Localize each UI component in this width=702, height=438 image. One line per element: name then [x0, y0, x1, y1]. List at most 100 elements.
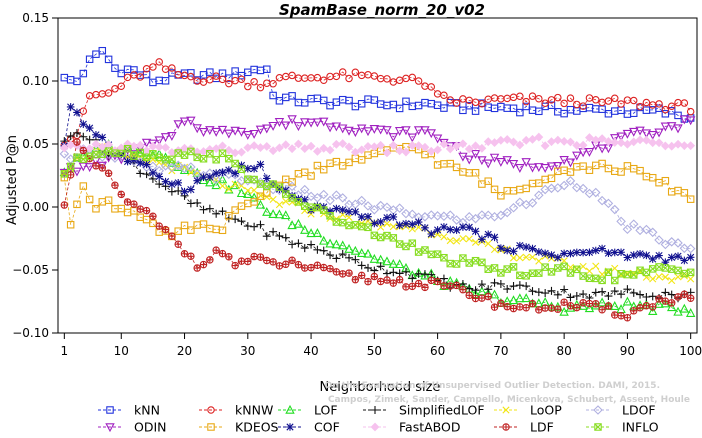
data-point-marker — [674, 252, 682, 260]
data-point-marker — [376, 262, 385, 271]
data-point-marker — [508, 202, 519, 213]
data-point-marker — [685, 308, 696, 317]
data-point-marker — [59, 143, 69, 153]
data-point-marker — [629, 251, 638, 259]
data-point-marker — [629, 271, 638, 279]
data-point-marker — [394, 127, 405, 136]
data-point-marker — [655, 100, 663, 108]
data-point-marker — [161, 77, 170, 85]
data-point-marker — [617, 168, 625, 176]
data-point-marker — [452, 163, 461, 172]
data-point-marker — [167, 187, 176, 196]
data-point-marker — [516, 254, 524, 262]
data-point-marker — [654, 138, 664, 148]
data-point-marker — [661, 105, 670, 114]
data-point-marker — [168, 155, 176, 163]
data-point-marker — [535, 248, 543, 256]
data-point-marker — [237, 165, 246, 173]
data-point-marker — [244, 68, 252, 77]
data-point-marker — [452, 99, 461, 107]
legend-label: ODIN — [134, 420, 167, 435]
data-point-marker — [497, 269, 505, 277]
data-point-marker — [464, 155, 474, 165]
data-point-marker — [160, 133, 171, 143]
data-point-marker — [332, 218, 340, 226]
data-point-marker — [66, 140, 76, 150]
data-point-marker — [478, 100, 486, 108]
data-point-marker — [490, 264, 499, 272]
data-point-marker — [288, 194, 296, 202]
data-point-marker — [616, 138, 626, 148]
data-point-marker — [282, 190, 290, 198]
data-point-marker — [667, 253, 676, 262]
data-point-marker — [231, 180, 239, 188]
data-point-marker — [611, 276, 619, 285]
data-point-marker — [547, 251, 556, 259]
data-point-marker — [255, 125, 266, 135]
data-point-marker — [666, 122, 677, 132]
data-point-marker — [332, 72, 341, 81]
data-point-marker — [617, 248, 625, 257]
data-point-marker — [579, 102, 587, 110]
data-point-marker — [560, 299, 568, 306]
data-point-marker — [369, 253, 380, 263]
data-point-marker — [351, 68, 360, 77]
data-point-marker — [497, 300, 505, 307]
data-point-marker — [655, 251, 663, 260]
legend-item-loop: LoOP — [494, 403, 562, 418]
data-point-marker — [502, 135, 512, 144]
data-point-marker — [432, 211, 443, 221]
data-point-marker — [198, 175, 209, 185]
data-point-marker — [565, 158, 576, 168]
data-point-marker — [478, 294, 486, 302]
data-point-marker — [527, 163, 538, 173]
data-point-marker — [534, 190, 544, 201]
data-point-marker — [211, 180, 221, 190]
data-point-marker — [136, 148, 144, 157]
data-point-marker — [560, 109, 568, 118]
data-point-marker — [680, 256, 689, 265]
data-point-marker — [123, 145, 132, 153]
data-point-marker — [295, 261, 302, 268]
data-point-marker — [641, 135, 651, 145]
data-point-marker — [579, 290, 588, 299]
data-point-marker — [92, 162, 100, 169]
data-point-marker — [447, 282, 454, 290]
x-tick-label: 100 — [679, 344, 702, 358]
data-point-marker — [572, 291, 581, 300]
data-point-marker — [591, 288, 600, 297]
data-point-marker — [648, 255, 657, 263]
data-point-marker — [300, 196, 309, 204]
data-point-marker — [554, 253, 562, 262]
x-tick-label: 10 — [114, 344, 129, 358]
data-point-marker — [268, 209, 278, 219]
data-point-marker — [211, 127, 221, 137]
data-point-marker — [174, 186, 183, 195]
data-point-marker — [369, 205, 380, 215]
data-point-marker — [339, 270, 346, 278]
data-point-marker — [180, 221, 189, 230]
data-point-marker — [408, 274, 417, 283]
data-point-marker — [452, 260, 461, 268]
data-point-marker — [636, 166, 644, 175]
data-point-marker — [445, 210, 456, 220]
data-point-marker — [624, 314, 631, 321]
data-point-marker — [642, 293, 651, 302]
data-point-marker — [408, 220, 417, 229]
data-point-marker — [350, 147, 360, 157]
data-point-marker — [660, 122, 671, 132]
data-point-marker — [339, 218, 347, 227]
data-point-marker — [98, 46, 107, 55]
data-point-marker — [269, 258, 277, 266]
data-point-marker — [262, 124, 272, 134]
data-point-marker — [345, 208, 353, 216]
data-point-marker — [218, 226, 227, 235]
series-line — [64, 132, 691, 299]
data-point-marker — [130, 200, 138, 208]
data-point-marker — [225, 154, 233, 163]
series-kdeos — [60, 142, 695, 241]
data-point-marker — [345, 213, 353, 221]
data-point-marker — [376, 140, 386, 150]
data-point-marker — [364, 223, 372, 231]
